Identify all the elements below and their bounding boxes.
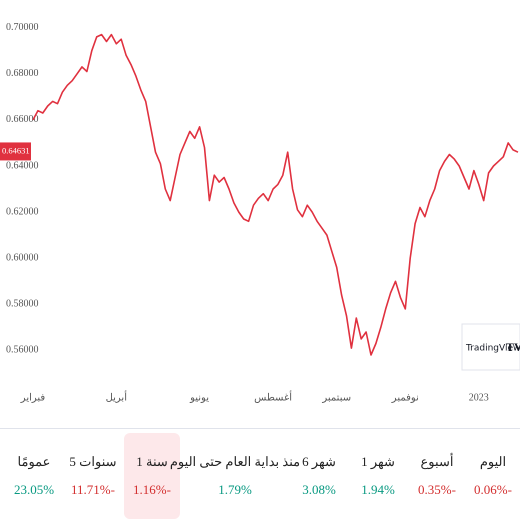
y-tick-label: 0.56000 bbox=[6, 345, 39, 356]
x-tick-label: فبراير bbox=[20, 392, 46, 403]
x-tick-label: أبريل bbox=[106, 390, 128, 403]
watermark-box bbox=[461, 323, 520, 371]
x-tick-label: سبتمبر bbox=[321, 392, 351, 403]
period-tab[interactable]: منذ بداية العام حتى اليوم 1.79% bbox=[170, 433, 300, 519]
period-change: 23.05% bbox=[13, 482, 55, 497]
y-tick-label: 0.60000 bbox=[6, 253, 39, 264]
period-change: 11.71%- bbox=[71, 482, 115, 497]
period-change: 0.35%- bbox=[418, 482, 456, 497]
watermark-text: TradingView bbox=[465, 344, 520, 354]
period-label: أسبوع bbox=[420, 454, 454, 469]
y-tick-label: 0.66000 bbox=[6, 114, 39, 125]
last-price-label: 0.64631 bbox=[2, 145, 30, 155]
y-tick-label: 0.62000 bbox=[6, 206, 39, 217]
period-change: 1.16%- bbox=[133, 482, 171, 497]
period-change: 0.06%- bbox=[474, 482, 512, 497]
period-label: منذ بداية العام حتى اليوم bbox=[169, 454, 301, 469]
x-tick-label: نوفمبر bbox=[391, 392, 419, 403]
y-tick-label: 0.64000 bbox=[6, 160, 39, 171]
period-tab[interactable]: 1 شهر 1.94% bbox=[348, 433, 408, 519]
period-change: 1.94% bbox=[361, 482, 395, 497]
period-change: 1.79% bbox=[218, 482, 252, 497]
x-tick-label: يونيو bbox=[189, 392, 209, 403]
y-tick-label: 0.68000 bbox=[6, 68, 39, 79]
period-change: 3.08% bbox=[302, 482, 336, 497]
period-label: 6 شهر bbox=[302, 454, 336, 469]
last-price-box bbox=[0, 142, 31, 161]
period-tab[interactable]: أسبوع 0.35%- bbox=[408, 433, 466, 519]
period-tab[interactable]: 5 سنوات 11.71%- bbox=[62, 433, 124, 519]
period-label: 1 شهر bbox=[361, 454, 395, 469]
watermark-logo: TV bbox=[506, 340, 520, 354]
chart: TradingView TV 0.70000 0.68000 0.66000 0.64… bbox=[0, 22, 520, 403]
period-label: 5 سنوات bbox=[69, 454, 117, 469]
period-tab[interactable]: اليوم 0.06%- bbox=[466, 433, 520, 519]
period-label: 1 سنة bbox=[136, 454, 168, 469]
period-label: اليوم bbox=[479, 454, 507, 469]
watermark: TradingView TV bbox=[461, 323, 520, 371]
period-tab[interactable]: عمومًا 23.05% bbox=[6, 433, 62, 519]
performance-bar: اليوم 0.06%- أسبوع 0.35%- 1 شهر 1.94% 6 شهر 3.0… bbox=[0, 428, 520, 521]
y-tick-label: 0.58000 bbox=[6, 299, 39, 310]
period-tab[interactable]: 6 شهر 3.08% bbox=[290, 433, 348, 519]
x-tick-label: أغسطس bbox=[254, 390, 292, 403]
period-label: عمومًا bbox=[17, 454, 51, 469]
x-tick-label: 2023 bbox=[469, 392, 489, 403]
y-tick-label: 0.70000 bbox=[6, 22, 39, 33]
period-tab[interactable]: 1 سنة 1.16%- bbox=[124, 433, 180, 519]
price-line bbox=[32, 33, 519, 356]
